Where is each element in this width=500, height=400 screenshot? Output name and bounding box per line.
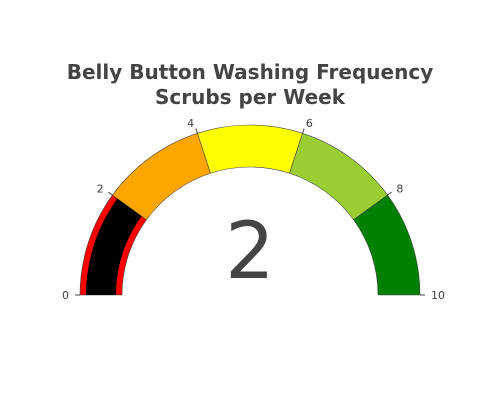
gauge-tick-label-10: 10 (431, 289, 445, 302)
chart-title: Belly Button Washing Frequency Scrubs pe… (0, 60, 500, 110)
gauge-value-bar (86, 198, 142, 295)
gauge-bar-layer (86, 198, 142, 295)
gauge-tick-label-8: 8 (396, 183, 403, 196)
gauge-value-number: 2 (225, 207, 275, 297)
chart-subtitle: Scrubs per Week (154, 85, 346, 109)
chart-title-main: Belly Button Washing Frequency (66, 60, 434, 84)
gauge-step-2 (197, 124, 303, 174)
gauge-ticks: 0 2 4 6 8 10 (62, 117, 445, 302)
gauge-tick-mark-8 (387, 191, 392, 196)
gauge-tick-label-0: 0 (62, 289, 69, 302)
gauge-step-4 (353, 194, 421, 296)
gauge-tick-label-2: 2 (97, 183, 104, 196)
gauge-tick-mark-4 (195, 128, 198, 134)
gauge-tick-label-6: 6 (306, 117, 313, 130)
gauge-tick-label-4: 4 (187, 117, 194, 130)
gauge-tick-mark-2 (108, 191, 113, 196)
gauge-tick-mark-6 (302, 128, 305, 134)
